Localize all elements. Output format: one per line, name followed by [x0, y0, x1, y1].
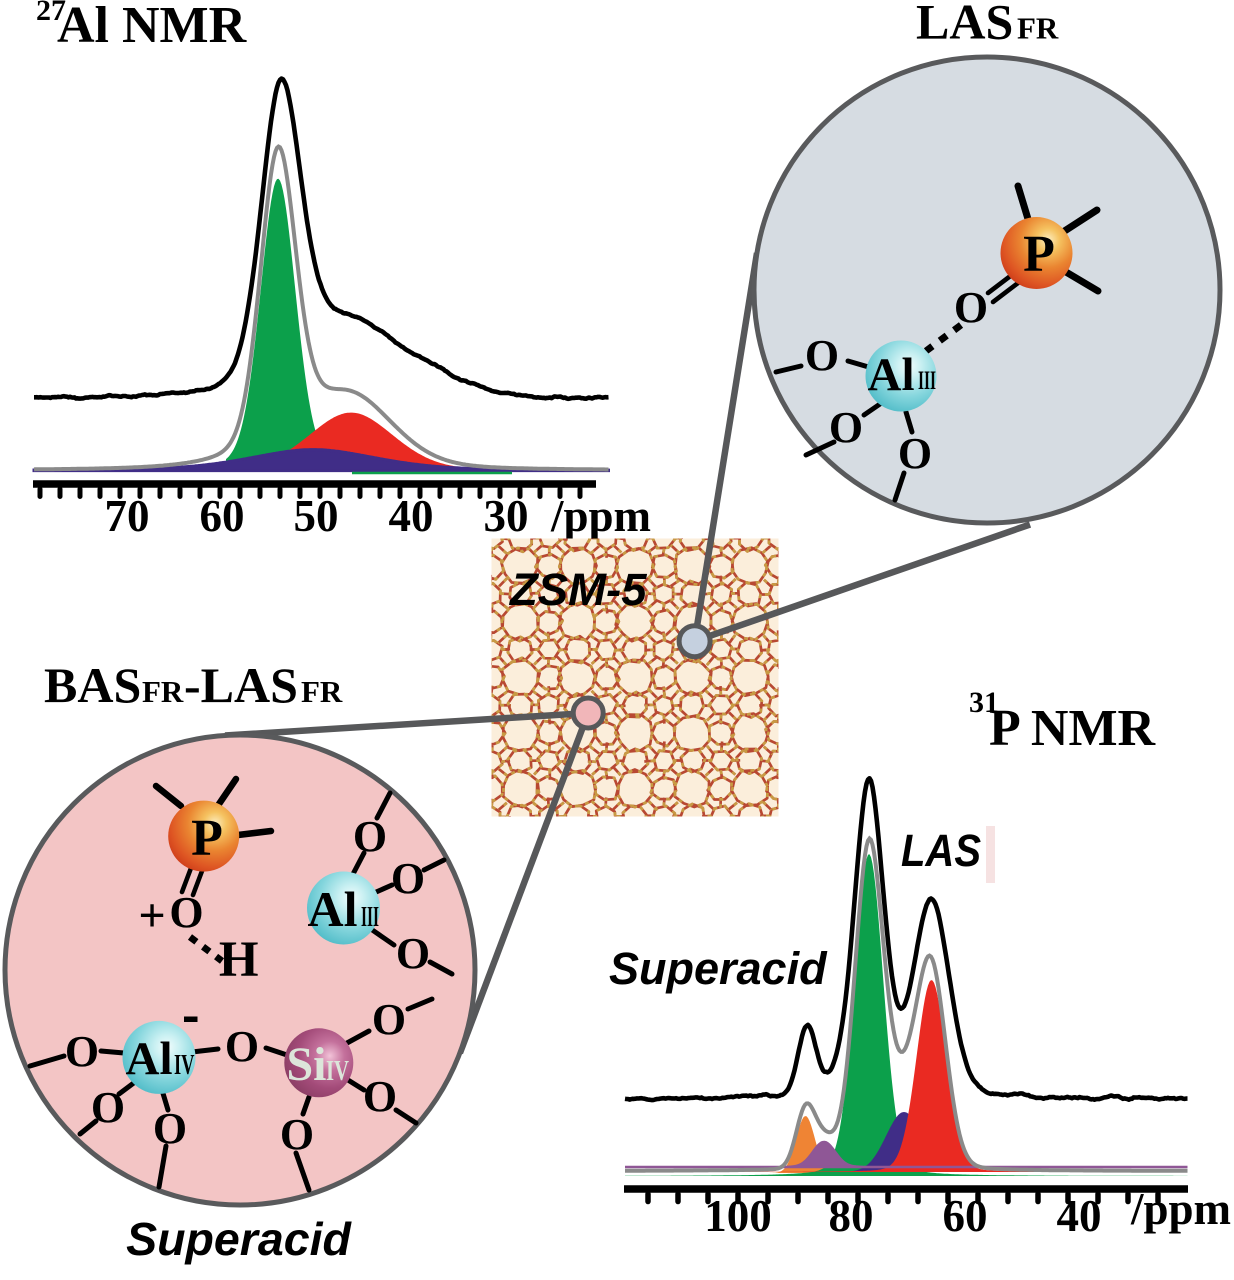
svg-text:LAS: LAS — [916, 0, 1013, 50]
svg-text:FR: FR — [142, 674, 184, 709]
svg-text:O: O — [372, 995, 406, 1044]
svg-text:O: O — [65, 1027, 99, 1076]
svg-text:60: 60 — [943, 1191, 988, 1241]
svg-text:O: O — [91, 1083, 125, 1132]
svg-text:P: P — [191, 810, 223, 867]
svg-text:FR: FR — [301, 674, 343, 709]
svg-text:30: 30 — [484, 491, 529, 541]
svg-text:FR: FR — [1017, 11, 1059, 46]
svg-text:-LAS: -LAS — [184, 657, 298, 713]
svg-text:/ppm: /ppm — [550, 491, 651, 541]
svg-text:ZSM-5: ZSM-5 — [508, 564, 647, 615]
svg-text:O: O — [954, 283, 988, 332]
svg-text:Si: Si — [286, 1038, 326, 1091]
svg-text:O: O — [391, 854, 425, 903]
svg-text:O: O — [898, 429, 932, 478]
svg-text:Al NMR: Al NMR — [57, 0, 248, 54]
svg-text:O: O — [169, 888, 203, 937]
svg-text:Al: Al — [126, 1033, 173, 1085]
svg-text:P NMR: P NMR — [989, 700, 1157, 757]
svg-text:80: 80 — [829, 1191, 874, 1241]
svg-text:III: III — [918, 366, 936, 395]
svg-text:O: O — [805, 331, 839, 380]
svg-text:O: O — [280, 1110, 314, 1159]
svg-text:O: O — [225, 1022, 259, 1071]
svg-text:40: 40 — [389, 491, 434, 541]
svg-text:O: O — [829, 403, 863, 452]
svg-text:P: P — [1023, 226, 1055, 283]
svg-text:70: 70 — [105, 491, 150, 541]
svg-text:O: O — [153, 1104, 187, 1153]
svg-text:IV: IV — [174, 1050, 195, 1081]
svg-text:100: 100 — [704, 1191, 772, 1241]
svg-text:60: 60 — [200, 491, 245, 541]
svg-text:Superacid: Superacid — [609, 943, 828, 994]
svg-text:O: O — [353, 812, 387, 861]
svg-text:Al: Al — [868, 349, 915, 401]
svg-text:BAS: BAS — [44, 657, 141, 713]
svg-text:IV: IV — [326, 1055, 349, 1087]
svg-text:LAS: LAS — [901, 825, 981, 876]
svg-text:O: O — [396, 929, 430, 978]
svg-text:50: 50 — [294, 491, 339, 541]
svg-text:/ppm: /ppm — [1130, 1184, 1231, 1234]
svg-text:+: + — [138, 889, 165, 942]
svg-text:27: 27 — [36, 0, 66, 27]
svg-text:III: III — [361, 901, 379, 933]
svg-text:Superacid: Superacid — [126, 1213, 352, 1265]
svg-text:31: 31 — [969, 686, 999, 719]
svg-text:40: 40 — [1057, 1191, 1102, 1241]
svg-text:Al: Al — [308, 881, 358, 937]
svg-text:H: H — [219, 932, 259, 988]
svg-text:O: O — [363, 1072, 397, 1121]
